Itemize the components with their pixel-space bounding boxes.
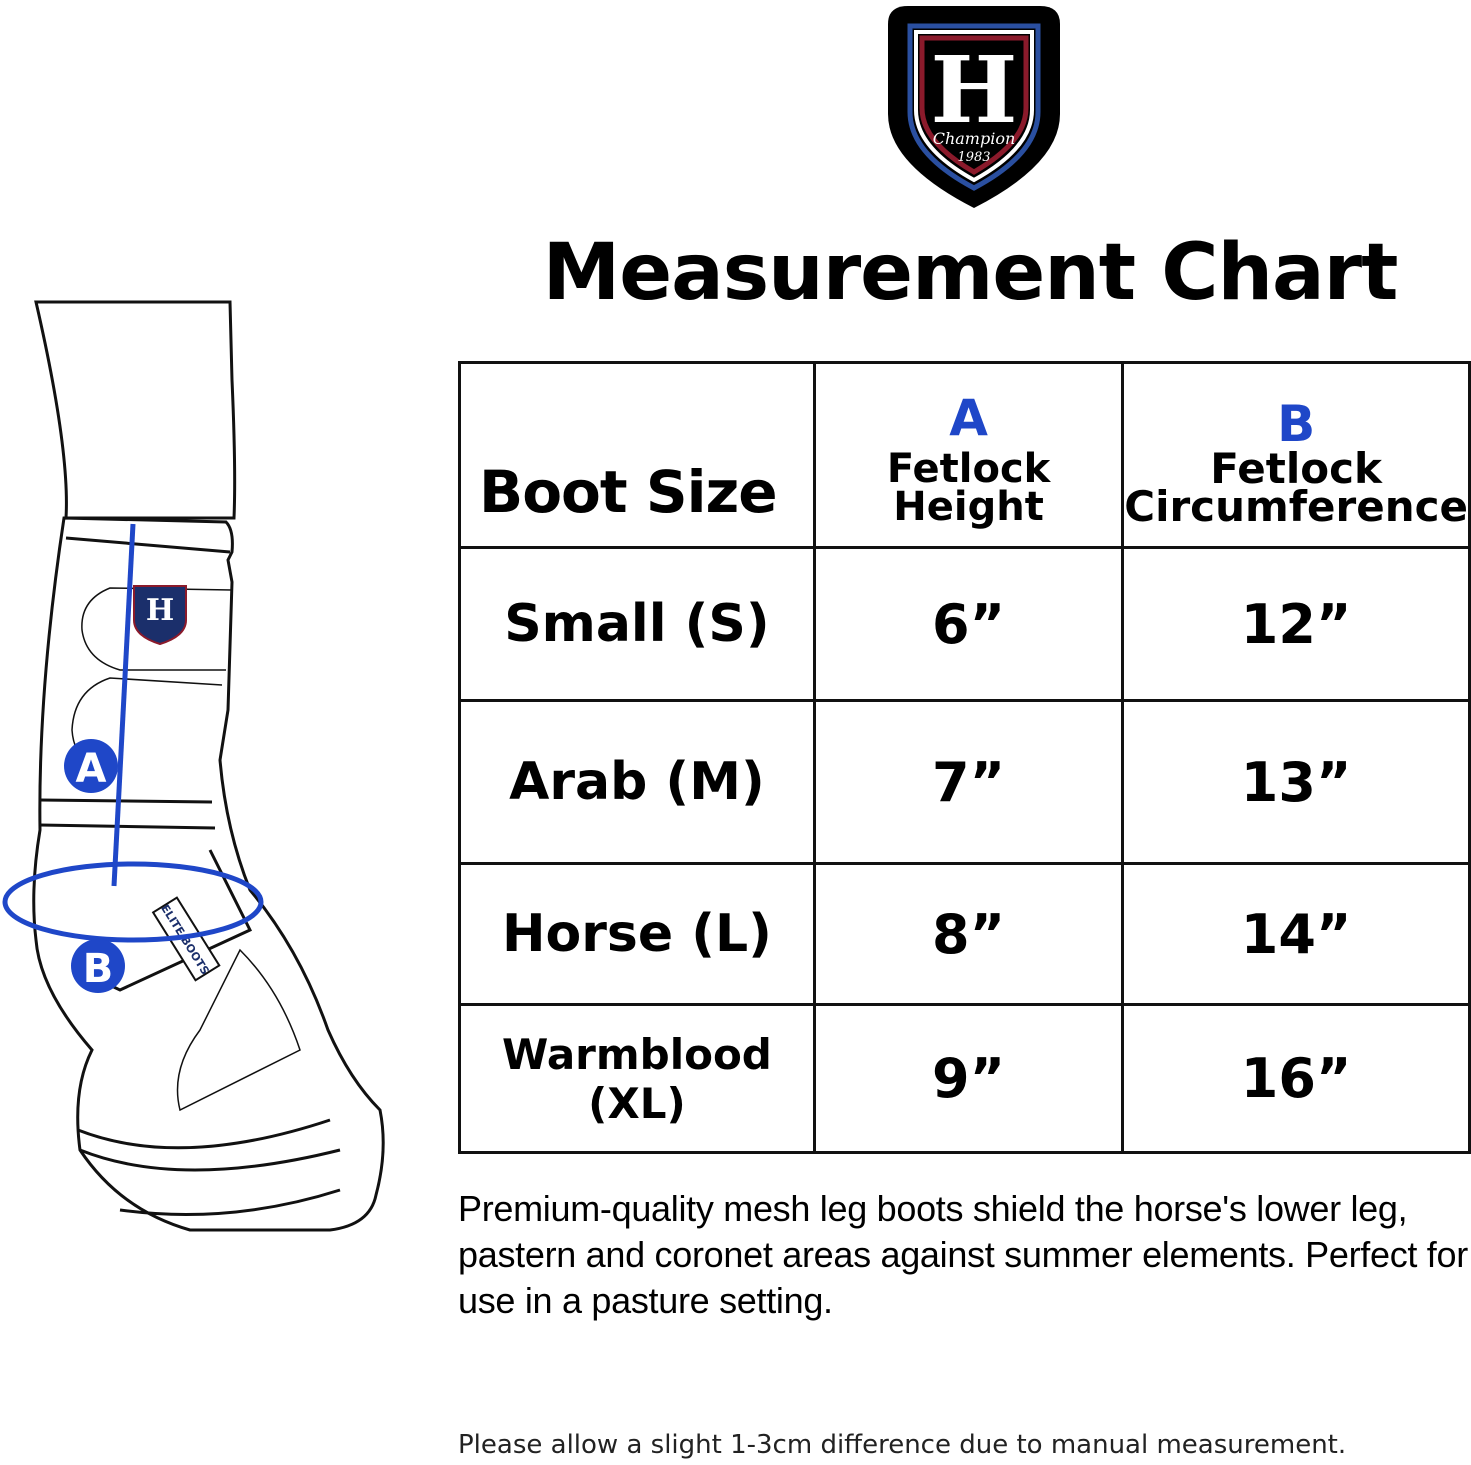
header-boot-size: Boot Size (458, 361, 816, 549)
size-cell: Small (S) (458, 546, 816, 702)
header-a-label: Fetlock Height (886, 446, 1051, 530)
height-cell: 6” (812, 546, 1125, 702)
header-fetlock-circumference: B Fetlock Circumference (1121, 361, 1471, 549)
svg-text:H: H (931, 36, 1018, 144)
header-b-label-1: Fetlock (1210, 444, 1382, 493)
product-description: Premium-quality mesh leg boots shield th… (458, 1188, 1468, 1321)
leg-boot-diagram: H ELITE BOOTS A B (2, 300, 385, 1232)
header-fetlock-height: A Fetlock Height (812, 361, 1125, 549)
height-line-a (111, 523, 136, 887)
circumference-cell: 16” (1121, 1003, 1471, 1154)
circumference-ring-b (2, 861, 264, 943)
header-b-letter: B (1277, 395, 1316, 453)
header-a-letter: A (949, 389, 988, 447)
svg-text:H: H (146, 593, 174, 628)
circumference-cell: 12” (1121, 546, 1471, 702)
boot-logo-patch: H (133, 585, 187, 646)
table-row: Small (S) 6” 12” (458, 546, 1471, 702)
height-cell: 9” (812, 1003, 1125, 1154)
svg-text:B: B (83, 946, 114, 992)
measurement-note: Please allow a slight 1-3cm difference d… (458, 1430, 1347, 1460)
svg-text:A: A (76, 746, 107, 792)
height-cell: 7” (812, 699, 1125, 865)
marker-a (64, 739, 118, 793)
marker-b (71, 939, 125, 993)
brand-logo: H Champion 1983 (888, 6, 1060, 208)
size-table: Boot Size A Fetlock Height B Fetlock Cir… (458, 361, 1471, 1154)
header-b-label-2: Circumference (1124, 482, 1468, 531)
circumference-cell: 14” (1121, 862, 1471, 1006)
svg-text:1983: 1983 (957, 150, 990, 165)
table-row: Warmblood (XL) 9” 16” (458, 1003, 1471, 1154)
table-row: Horse (L) 8” 14” (458, 862, 1471, 1006)
size-cell: Warmblood (XL) (458, 1003, 816, 1154)
table-row: Arab (M) 7” 13” (458, 699, 1471, 865)
size-cell: Horse (L) (458, 862, 816, 1006)
size-cell: Arab (M) (458, 699, 816, 865)
page-title: Measurement Chart (542, 228, 1399, 318)
height-cell: 8” (812, 862, 1125, 1006)
circumference-cell: 13” (1121, 699, 1471, 865)
svg-text:Champion: Champion (933, 129, 1016, 148)
table-header-row: Boot Size A Fetlock Height B Fetlock Cir… (458, 361, 1471, 549)
